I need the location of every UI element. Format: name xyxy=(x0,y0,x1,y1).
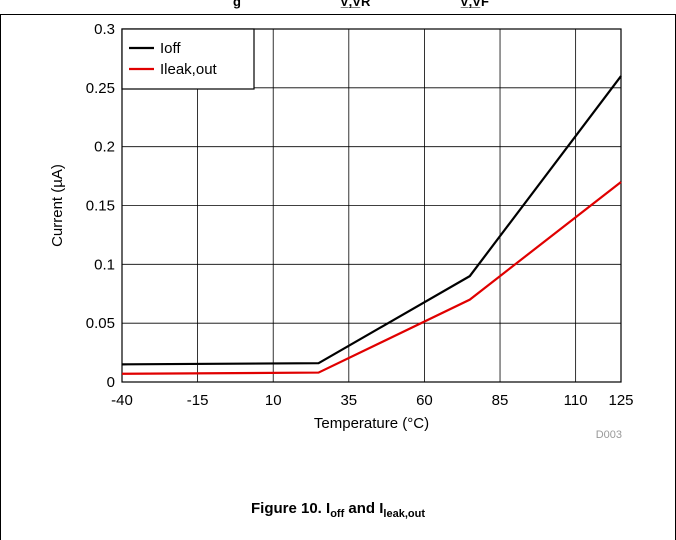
plot-frame xyxy=(121,28,622,383)
y-tick-label: 0.15 xyxy=(86,198,115,215)
caption-middle: and I xyxy=(344,500,384,517)
legend-box xyxy=(121,28,255,90)
y-tick-label: 0.3 xyxy=(94,21,115,38)
legend-label: Ioff xyxy=(160,40,181,57)
caption-sub-leak: leak,out xyxy=(383,508,425,520)
y-tick-label: 0.05 xyxy=(86,315,115,332)
x-tick-label: 35 xyxy=(340,392,357,409)
y-tick-label: 0 xyxy=(107,374,115,391)
y-tick-label: 0.2 xyxy=(94,139,115,156)
series-line xyxy=(121,75,622,366)
x-tick-label: 85 xyxy=(492,392,509,409)
x-tick-label: 110 xyxy=(564,392,588,409)
header-fragment: V̲,̲V̲R xyxy=(340,0,371,9)
header-fragment: V̲,̲V̲F xyxy=(460,0,489,9)
legend-label: Ileak,out xyxy=(160,61,218,78)
caption-sub-off: off xyxy=(330,508,345,520)
y-tick-label: 0.1 xyxy=(94,256,115,273)
x-tick-label: -15 xyxy=(187,392,209,409)
series-line xyxy=(121,181,622,375)
x-tick-label: -40 xyxy=(111,392,133,409)
figure-caption: Figure 10. Ioff and Ileak,out xyxy=(0,500,676,520)
x-tick-label: 10 xyxy=(265,392,282,409)
figure-code: D003 xyxy=(596,429,622,441)
x-tick-label: 125 xyxy=(608,392,633,409)
x-tick-label: 60 xyxy=(416,392,433,409)
y-axis-label: Current (µA) xyxy=(49,164,66,247)
y-tick-label: 0.25 xyxy=(86,80,115,97)
header-rule xyxy=(0,14,676,15)
caption-prefix: Figure 10. I xyxy=(251,500,331,517)
header-fragment: g xyxy=(233,0,241,9)
frame-left-border xyxy=(0,14,1,540)
x-axis-label: Temperature (°C) xyxy=(314,415,429,432)
line-chart: -40 -15 10 35 60 85 110 125 0 0.05 0.1 0.15 0.2 0.25 0… xyxy=(49,21,634,441)
